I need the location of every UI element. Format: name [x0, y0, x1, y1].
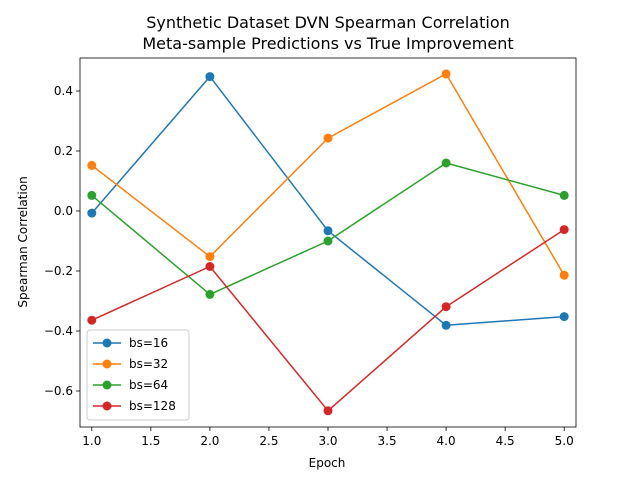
y-tick-label: −0.2 — [44, 264, 73, 278]
x-tick-label: 3.0 — [318, 434, 337, 448]
data-point-3-2 — [323, 406, 333, 416]
legend-label-3: bs=128 — [129, 399, 176, 413]
y-axis-label: Spearman Correlation — [16, 176, 30, 307]
y-tick-label: −0.6 — [44, 384, 73, 398]
legend-label-1: bs=32 — [129, 357, 168, 371]
data-point-2-4 — [559, 190, 569, 200]
legend-label-0: bs=16 — [129, 336, 168, 350]
x-tick-label: 5.0 — [555, 434, 574, 448]
y-tick-label: 0.0 — [54, 204, 73, 218]
data-point-1-1 — [205, 252, 215, 262]
data-point-1-0 — [87, 160, 97, 170]
data-point-2-2 — [323, 236, 333, 246]
legend-marker-2 — [102, 380, 112, 390]
data-point-2-3 — [441, 158, 451, 168]
data-point-0-3 — [441, 320, 451, 330]
x-tick-label: 1.0 — [82, 434, 101, 448]
y-tick-label: 0.4 — [54, 84, 73, 98]
data-point-3-1 — [205, 262, 215, 271]
data-point-3-0 — [87, 315, 97, 325]
data-point-0-0 — [87, 208, 97, 218]
data-point-0-1 — [205, 72, 215, 82]
data-point-2-0 — [87, 190, 97, 200]
data-point-0-2 — [323, 226, 333, 236]
x-axis-label: Epoch — [309, 456, 346, 470]
legend-marker-0 — [102, 338, 112, 348]
x-tick-label: 2.5 — [259, 434, 278, 448]
plot-area: 1.0 1.5 2.0 2.5 3.0 3.5 4.0 4.5 5.0 −0.6 −0.4 −0.2 0… — [44, 57, 577, 448]
x-tick-label: 3.5 — [378, 434, 397, 448]
chart-title: Synthetic Dataset DVN Spearman Correlati… — [146, 13, 510, 32]
legend-marker-3 — [102, 401, 112, 411]
x-tick-label: 4.5 — [496, 434, 515, 448]
legend-label-2: bs=64 — [129, 378, 168, 392]
x-tick-label: 2.0 — [200, 434, 219, 448]
data-point-3-3 — [441, 302, 451, 312]
legend-marker-1 — [102, 359, 112, 369]
data-point-0-4 — [559, 312, 569, 322]
legend: bs=16 bs=32 bs=64 bs=128 — [86, 329, 190, 421]
chart-subtitle: Meta-sample Predictions vs True Improvem… — [142, 34, 513, 53]
x-tick-label: 4.0 — [437, 434, 456, 448]
y-tick-label: 0.2 — [54, 144, 73, 158]
data-point-3-4 — [559, 225, 569, 235]
data-point-1-4 — [559, 270, 569, 280]
legend-box — [86, 329, 190, 421]
x-tick-label: 1.5 — [141, 434, 160, 448]
y-tick-label: −0.4 — [44, 324, 73, 338]
data-point-2-1 — [205, 289, 215, 299]
data-point-1-3 — [441, 69, 451, 79]
data-point-1-2 — [323, 133, 333, 143]
